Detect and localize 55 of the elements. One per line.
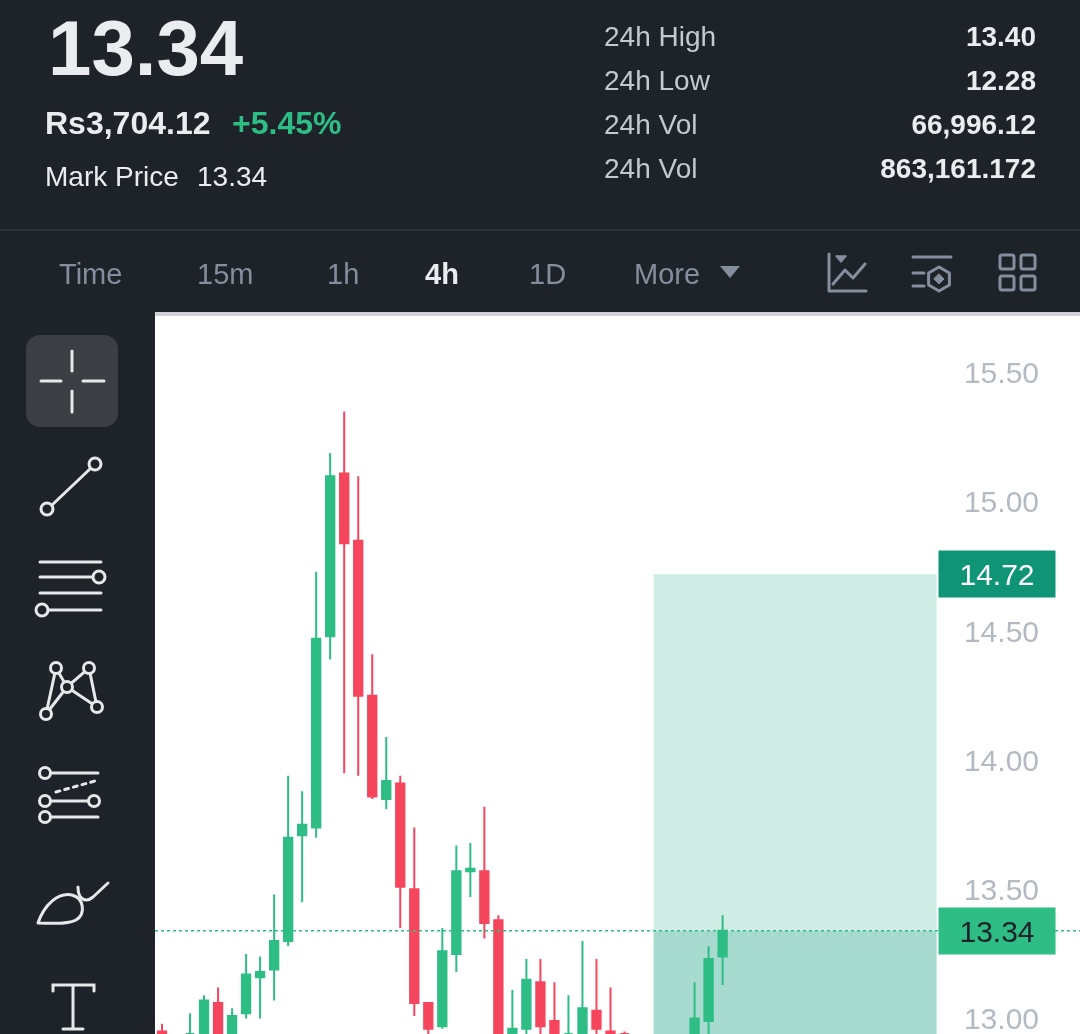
candlestick [689, 981, 700, 1034]
y-tick-label: 13.50 [963, 872, 1039, 906]
candlestick [254, 955, 266, 1020]
candlestick [493, 914, 504, 1034]
candlestick [156, 1022, 168, 1034]
candlestick [521, 958, 532, 1034]
text: 24h Vol [604, 109, 698, 141]
candlestick [703, 945, 714, 1034]
text: 24h High [604, 21, 717, 53]
candlestick [605, 986, 616, 1034]
candlestick [311, 570, 322, 839]
text: 66,996.12 [911, 109, 1036, 141]
candlestick [577, 940, 588, 1034]
text: 863,161.172 [880, 153, 1036, 185]
y-tick-label: 14.00 [963, 743, 1039, 777]
text: Mark Price [45, 161, 179, 193]
text: 24h Vol [604, 153, 698, 185]
candlestick [240, 952, 252, 1020]
candlestick [381, 735, 392, 811]
candlestick [535, 958, 546, 1034]
y-tick-label: 14.50 [963, 614, 1039, 648]
candlestick [339, 410, 350, 775]
text: +5.45% [232, 104, 342, 141]
candlestick [549, 981, 560, 1034]
candlestick [395, 774, 406, 930]
text: 1h [327, 258, 360, 291]
candlestick [423, 1002, 434, 1034]
y-tick-label: 13.00 [963, 1002, 1039, 1034]
text: 1D [529, 258, 567, 291]
text: 15m [197, 258, 254, 291]
candlestick [296, 790, 308, 904]
candlestick [226, 1007, 238, 1034]
y-tick-label: 15.00 [963, 485, 1039, 519]
y-tick-label: 15.50 [963, 356, 1039, 390]
band-label: 14.72 [959, 557, 1035, 591]
candlestick [479, 805, 490, 940]
candlestick [212, 986, 224, 1034]
ref-line-label: 13.34 [959, 914, 1035, 948]
text: 13.34 [197, 161, 268, 193]
text: Time [59, 258, 123, 291]
text: 13.34 [48, 3, 244, 92]
text: 13.40 [965, 21, 1036, 53]
candlestick [353, 475, 364, 777]
candlestick [591, 958, 602, 1034]
candlestick [409, 826, 420, 1017]
candlestick [367, 653, 378, 800]
candlestick [465, 841, 476, 899]
candlestick [325, 451, 336, 661]
text: 12.28 [965, 65, 1036, 97]
candlestick [507, 989, 518, 1034]
text: 24h Low [604, 65, 710, 97]
text: More [634, 258, 701, 291]
text: Rs3,704.12 [45, 104, 211, 141]
candlestick [198, 994, 210, 1034]
text: 4h [425, 258, 459, 291]
